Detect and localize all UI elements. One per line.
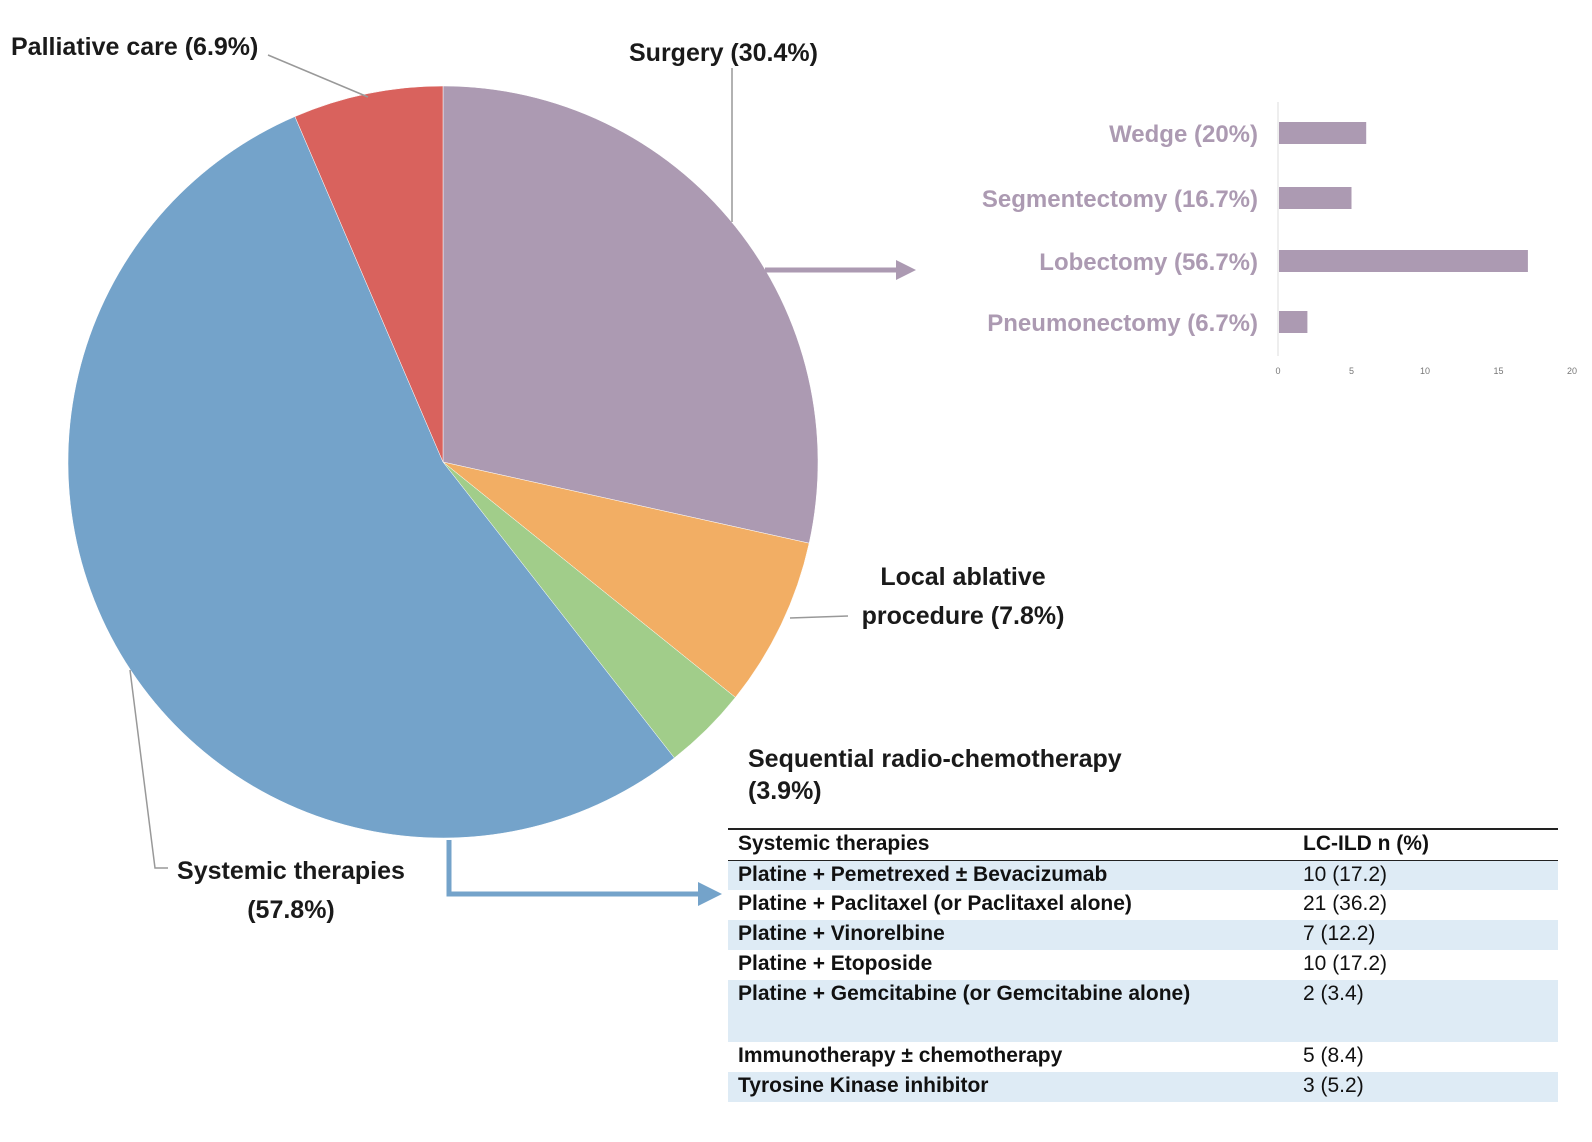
bar-x-tick-label: 15 xyxy=(1493,366,1503,376)
label-local-line1: Local ablative xyxy=(880,563,1045,591)
bar xyxy=(1279,187,1352,209)
pie-slice-0 xyxy=(442,85,819,544)
label-systemic-line2: (57.8%) xyxy=(247,896,335,924)
bar xyxy=(1279,122,1367,144)
label-sequential-line2: (3.9%) xyxy=(748,777,822,805)
table-row: Platine + Pemetrexed ± Bevacizumab 10 (1… xyxy=(728,860,1558,890)
systemic-arrow xyxy=(446,840,722,906)
table-row: Platine + Etoposide 10 (17.2) xyxy=(728,950,1558,980)
bar-category-label: Segmentectomy (16.7%) xyxy=(982,186,1258,213)
bar xyxy=(1279,311,1308,333)
table-cell-therapy: Tyrosine Kinase inhibitor xyxy=(738,1074,989,1097)
table-cell-therapy: Platine + Vinorelbine xyxy=(738,922,945,945)
systemic-therapies-table: Systemic therapies LC-ILD n (%) Platine … xyxy=(728,828,1558,1102)
surgery-bar-chart: Wedge (20%) Segmentectomy (16.7%) Lobectom… xyxy=(982,102,1577,376)
table-cell-therapy: Platine + Paclitaxel (or Paclitaxel alon… xyxy=(738,892,1132,915)
table-cell-count: 5 (8.4) xyxy=(1303,1044,1364,1067)
table-cell-therapy: Platine + Pemetrexed ± Bevacizumab xyxy=(738,862,1108,886)
label-surgery: Surgery (30.4%) xyxy=(629,39,818,67)
leader-line-palliative xyxy=(267,54,369,98)
bar-x-tick-label: 20 xyxy=(1567,366,1577,376)
leader-line-systemic xyxy=(129,669,168,869)
table-row: Platine + Vinorelbine 7 (12.2) xyxy=(728,920,1558,950)
pie-slice-3 xyxy=(67,116,675,839)
leader-line-local xyxy=(789,615,849,619)
table-row: Platine + Paclitaxel (or Paclitaxel alon… xyxy=(728,890,1558,920)
table-cell-count: 10 (17.2) xyxy=(1303,952,1388,975)
bar-category-label: Pneumonectomy (6.7%) xyxy=(987,310,1258,337)
bar-x-tick-label: 5 xyxy=(1349,366,1354,376)
table-cell-therapy: Immunotherapy ± chemotherapy xyxy=(738,1044,1063,1067)
pie-slice-4 xyxy=(294,85,444,463)
table-header-row: Systemic therapies LC-ILD n (%) xyxy=(728,829,1558,860)
table-row: Tyrosine Kinase inhibitor 3 (5.2) xyxy=(728,1072,1558,1102)
table-cell-therapy: Platine + Gemcitabine (or Gemcitabine al… xyxy=(738,982,1191,1005)
label-palliative: Palliative care (6.9%) xyxy=(11,33,258,61)
table-cell-count: 7 (12.2) xyxy=(1303,922,1376,945)
table-header-therapy: Systemic therapies xyxy=(738,832,930,855)
table-cell-count: 10 (17.2) xyxy=(1303,862,1388,886)
pie-chart xyxy=(67,85,819,839)
pie-slice-1 xyxy=(442,461,810,698)
label-sequential-line1: Sequential radio-chemotherapy xyxy=(748,745,1122,773)
table-row: Immunotherapy ± chemotherapy 5 (8.4) xyxy=(728,1042,1558,1072)
table-header-count: LC-ILD n (%) xyxy=(1303,832,1429,855)
table-cell-count: 3 (5.2) xyxy=(1303,1074,1364,1097)
table-row: Platine + Gemcitabine (or Gemcitabine al… xyxy=(728,980,1558,1042)
table-cell-count: 21 (36.2) xyxy=(1303,892,1388,915)
table-cell-count: 2 (3.4) xyxy=(1303,982,1364,1005)
surgery-arrow xyxy=(765,260,916,280)
bar xyxy=(1279,250,1528,272)
bar-category-label: Lobectomy (56.7%) xyxy=(1039,249,1258,276)
bar-category-label: Wedge (20%) xyxy=(1109,121,1258,148)
label-local-line2: procedure (7.8%) xyxy=(862,602,1065,630)
bar-x-tick-label: 10 xyxy=(1420,366,1430,376)
label-systemic-line1: Systemic therapies xyxy=(177,857,405,885)
bar-x-tick-label: 0 xyxy=(1275,366,1280,376)
table-cell-therapy: Platine + Etoposide xyxy=(738,952,933,975)
